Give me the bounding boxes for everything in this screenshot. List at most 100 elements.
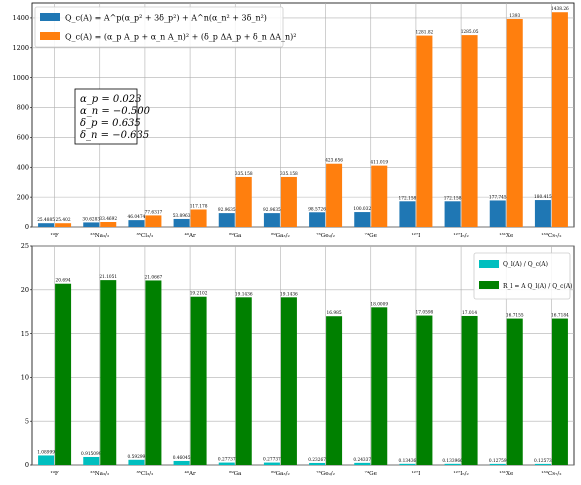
top-bar-series2 [235, 176, 252, 227]
bot-bar-series2 [55, 283, 72, 465]
bot-x-tick-label: ¹³³Cs₇/₂ [541, 470, 561, 477]
bot-bar-data-label: 0.59299 [128, 455, 146, 460]
bot-bar-series1 [399, 463, 416, 465]
bot-bar-data-label: 16.7155 [506, 314, 524, 319]
bot-bar-series1 [534, 463, 551, 465]
bot-bar-series1 [444, 463, 461, 465]
bot-bar-data-label: 0.133966 [442, 459, 463, 464]
bot-bar-data-label: 0.27737 [263, 458, 281, 463]
top-bar-data-label: 92.9635 [218, 208, 236, 213]
bot-bar-series2 [280, 297, 297, 465]
top-bar-series1 [444, 201, 461, 227]
parameter-box-frame [74, 88, 138, 145]
bot-bar-data-label: 16.985 [327, 311, 342, 316]
top-y-tick-label: 1200 [12, 44, 29, 52]
top-legend-swatch-2 [40, 32, 60, 40]
top-x-tick-label: ¹³¹Xe [499, 232, 514, 239]
bot-x-tick-label: ²³Na₃/₂ [90, 470, 109, 477]
top-bar-series2 [371, 165, 388, 227]
bot-y-tick-label: 0 [25, 461, 29, 469]
top-bar-series2 [506, 18, 523, 227]
top-bar-data-label: 1285.05 [461, 30, 479, 35]
top-bar-series2 [416, 35, 433, 228]
bot-y-tick-label: 10 [21, 374, 29, 382]
top-y-tick-label: 400 [17, 163, 29, 171]
bot-bar-data-label: 0.23267 [308, 458, 326, 463]
bottom-legend-label-1: Q_l(A) / Q_c(A) [503, 261, 548, 268]
top-bar-data-label: 98.5726 [308, 207, 326, 212]
top-bar-data-label: 335.158 [235, 172, 253, 177]
top-bar-data-label: 172.158 [399, 196, 417, 201]
bottom-legend-swatch-1 [479, 260, 499, 268]
parameter-box: α_p = 0.023 α_n = −0.500 δ_p = 0.635 δ_n… [74, 88, 151, 145]
bot-bar-series2 [371, 307, 388, 465]
top-bar-data-label: 100.032 [353, 207, 371, 212]
top-bar-data-label: 92.9635 [263, 208, 281, 213]
bottom-y-ticks: 0 5 10 15 20 25 [21, 242, 32, 469]
top-bar-data-label: 335.158 [280, 172, 298, 177]
bot-bar-series1 [489, 463, 506, 465]
top-bar-data-label: 411.019 [370, 161, 388, 166]
top-bar-data-label: 172.158 [444, 196, 462, 201]
top-bar-data-label: 177.745 [489, 195, 507, 200]
top-bar-series1 [309, 212, 326, 227]
top-x-tick-label: ¹⁹F [50, 232, 58, 239]
top-bar-series1 [534, 200, 551, 227]
top-x-tick-label: ⁷⁴Ge [365, 232, 378, 239]
top-x-tick-label: ⁴⁰Ar [184, 232, 196, 239]
top-bar-series2 [280, 176, 297, 227]
top-bar-series2 [190, 209, 207, 227]
bot-bar-data-label: 0.915099 [81, 452, 102, 457]
bot-bar-data-label: 17.0598 [416, 311, 434, 316]
top-bar-data-label: 25.4885 [37, 218, 55, 223]
top-legend-swatch-1 [40, 13, 60, 21]
top-legend-box [34, 6, 284, 48]
bot-bar-series1 [38, 455, 55, 465]
top-legend-label-2: Q_c(A) = (α_p A_p + α_n A_n)² + (δ_p ΔA_… [65, 33, 296, 42]
top-x-tick-label: ⁷³Ge₉/₂ [316, 232, 335, 239]
bot-y-tick-label: 20 [21, 286, 29, 294]
top-bar-data-label: 33.4692 [99, 217, 117, 222]
top-bar-series1 [489, 200, 506, 227]
bot-bar-series1 [263, 462, 280, 465]
bot-bar-data-label: 0.12759 [489, 459, 507, 464]
bot-bar-data-label: 17.014 [462, 311, 477, 316]
bot-bar-data-label: 0.24337 [353, 458, 371, 463]
top-legend: Q_c(A) = A^p(α_p² + 3δ_p²) + A^n(α_n² + … [34, 6, 296, 48]
param-delta-n: δ_n = −0.635 [80, 130, 149, 141]
top-bar-series1 [38, 223, 55, 227]
bot-bar-series2 [506, 318, 523, 465]
top-bar-data-label: 1281.82 [416, 31, 434, 36]
top-bar-data-label: 423.656 [325, 159, 343, 164]
bot-bar-data-label: 19.1436 [235, 292, 253, 297]
bot-bar-series2 [551, 318, 568, 465]
bot-bar-data-label: 0.12573 [534, 459, 552, 464]
bottom-legend-label-2: R_l = A Q_l(A) / Q_c(A) [503, 283, 573, 290]
bot-y-tick-label: 15 [21, 330, 29, 338]
top-bar-data-label: 46.0474 [128, 215, 146, 220]
bot-bar-series2 [416, 315, 433, 465]
param-alpha-p: α_p = 0.023 [80, 94, 142, 105]
top-bar-series2 [100, 222, 117, 227]
top-bar-series2 [55, 223, 72, 227]
top-bar-series2 [551, 12, 568, 228]
top-x-ticks: ¹⁹F ²³Na₃/₂ ³⁵Cl₃/₂ ⁴⁰Ar ⁶⁹Ga ⁶⁹Ga₃/₂ ⁷³Ge₉/₂ ⁷… [50, 232, 561, 239]
bot-x-tick-label: ¹²⁷I₅/₂ [453, 470, 468, 477]
bot-bar-data-label: 0.27737 [218, 458, 236, 463]
top-x-tick-label: ⁶⁹Ga [229, 232, 242, 239]
bot-y-tick-label: 5 [25, 417, 29, 425]
bot-bar-series2 [145, 280, 162, 465]
top-bar-series1 [399, 201, 416, 227]
top-legend-label-1: Q_c(A) = A^p(α_p² + 3δ_p²) + A^n(α_n² + … [65, 14, 267, 23]
bot-bar-series1 [173, 460, 190, 465]
top-y-tick-label: 200 [17, 193, 29, 201]
top-bar-data-label: 77.6317 [145, 210, 163, 215]
bot-x-tick-label: ⁷⁴Ge [365, 470, 378, 477]
bottom-legend: Q_l(A) / Q_c(A) R_l = A Q_l(A) / Q_c(A) [473, 252, 573, 300]
bot-bar-series2 [461, 315, 478, 465]
top-y-ticks: 0 200 400 600 800 1000 1200 1400 [12, 14, 32, 231]
bot-x-tick-label: ⁶⁹Ga [229, 470, 242, 477]
bot-bar-data-label: 0.13436 [399, 459, 417, 464]
bot-bar-data-label: 20.694 [56, 279, 71, 284]
